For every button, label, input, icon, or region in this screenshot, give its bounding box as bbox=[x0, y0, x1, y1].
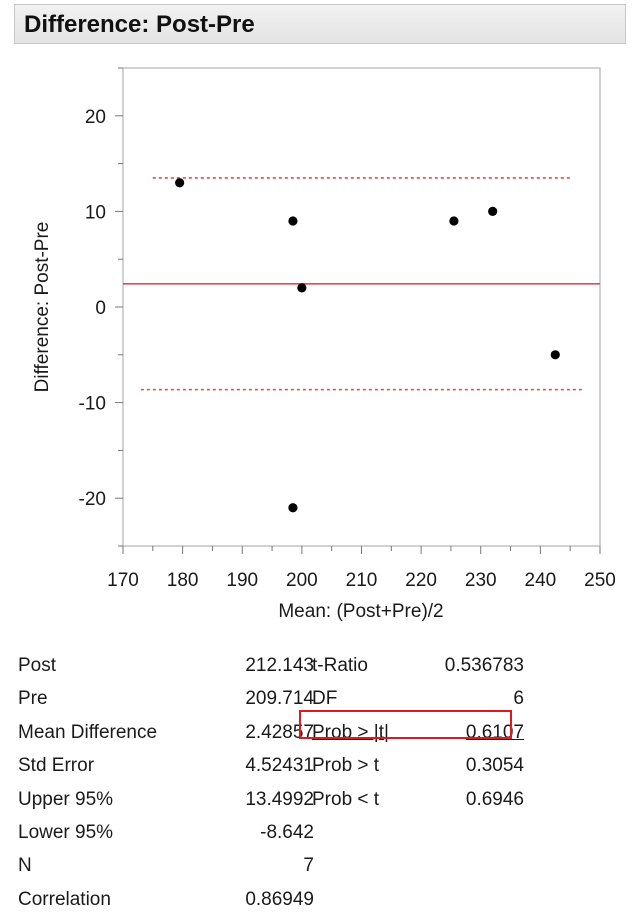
stat-label: Lower 95% bbox=[18, 821, 114, 843]
highlight-box bbox=[299, 710, 512, 739]
stat-value: 7 bbox=[303, 855, 314, 877]
stat-label: Upper 95% bbox=[18, 788, 114, 810]
stat-label: t-Ratio bbox=[312, 655, 368, 676]
data-point bbox=[449, 216, 459, 226]
stat-label: N bbox=[18, 855, 32, 877]
x-tick-label: 200 bbox=[286, 570, 318, 591]
stat-label: Post bbox=[18, 655, 57, 676]
x-tick-label: 170 bbox=[107, 570, 139, 591]
stat-value: 2.42857 bbox=[245, 721, 314, 743]
stat-label: Correlation bbox=[18, 888, 111, 910]
data-point bbox=[488, 206, 498, 216]
stat-value: 6 bbox=[513, 688, 524, 710]
stat-label: Pre bbox=[18, 688, 48, 710]
y-tick-label: 10 bbox=[85, 202, 106, 223]
panel-header[interactable]: Difference: Post-Pre bbox=[14, 4, 626, 44]
stat-value: 0.3054 bbox=[465, 755, 524, 777]
data-point bbox=[550, 350, 560, 360]
stat-value: 0.86949 bbox=[245, 888, 314, 910]
x-tick-label: 250 bbox=[584, 570, 616, 591]
panel-title: Difference: Post-Pre bbox=[24, 11, 255, 38]
stat-label: Mean Difference bbox=[18, 721, 158, 743]
data-point bbox=[297, 283, 307, 293]
x-tick-label: 220 bbox=[405, 570, 437, 591]
difference-plot: 170 180 190 200 210 220 230 240 250 -20-1001020 … bbox=[32, 67, 616, 622]
stat-label: Prob < t bbox=[312, 788, 380, 810]
stat-label: Std Error bbox=[18, 755, 95, 777]
stat-value: 212.143 bbox=[245, 655, 314, 676]
y-tick-label: 20 bbox=[85, 107, 106, 128]
stat-label: DF bbox=[312, 688, 338, 710]
stat-label: Prob > t bbox=[312, 755, 380, 777]
stat-value: 209.714 bbox=[245, 688, 314, 710]
x-axis-label: Mean: (Post+Pre)/2 bbox=[278, 601, 443, 622]
data-point bbox=[288, 216, 298, 226]
y-tick-label: -10 bbox=[79, 394, 106, 415]
stat-value: -8.642 bbox=[260, 821, 314, 843]
data-point bbox=[175, 178, 185, 188]
y-tick-label: 0 bbox=[95, 298, 106, 319]
plot-frame bbox=[122, 67, 601, 547]
stat-value: 4.52431 bbox=[245, 755, 314, 777]
x-tick-label: 240 bbox=[525, 570, 557, 591]
stat-value: 13.4992 bbox=[245, 788, 314, 810]
x-tick-label: 230 bbox=[465, 570, 497, 591]
y-tick-label: -20 bbox=[79, 489, 106, 510]
x-tick-label: 180 bbox=[167, 570, 199, 591]
x-tick-label: 190 bbox=[226, 570, 258, 591]
data-point bbox=[288, 503, 298, 513]
y-axis-label: Difference: Post-Pre bbox=[32, 222, 53, 393]
stat-value: 0.6946 bbox=[465, 788, 524, 810]
stat-value: 0.536783 bbox=[444, 655, 524, 676]
x-tick-label: 210 bbox=[346, 570, 378, 591]
